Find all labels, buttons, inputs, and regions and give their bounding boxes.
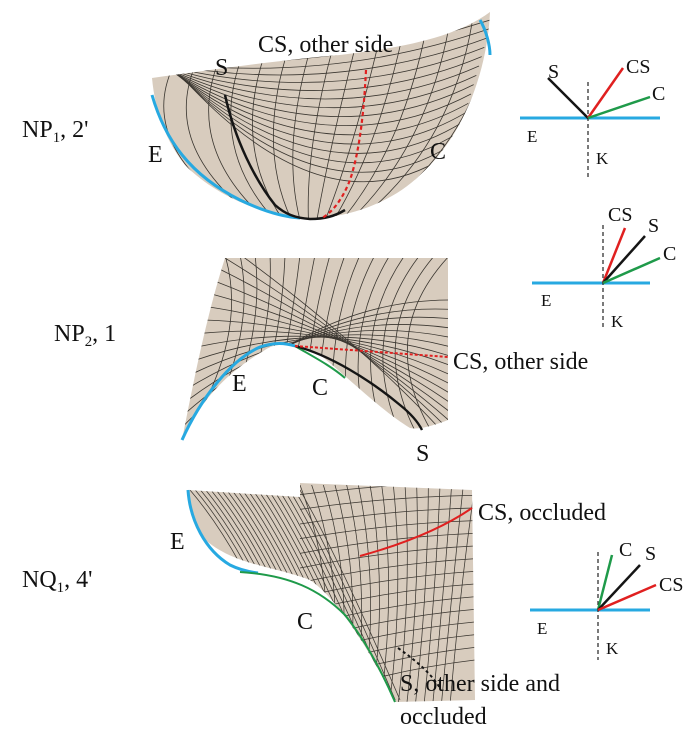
panel-3-label-s-line2: occluded [400, 704, 487, 730]
mesh-line [165, 67, 474, 117]
edge-curve-2 [180, 342, 296, 441]
cs-curve-2 [294, 345, 449, 358]
panel-3-label-s-line1: S, other side and [400, 671, 560, 697]
legend-2-s: S [648, 215, 660, 237]
legend-3-c: C [619, 539, 633, 561]
mesh-line [157, 46, 485, 83]
surface-3-fill [188, 483, 475, 702]
panel-2-surface [180, 258, 449, 441]
mesh-line [179, 74, 456, 183]
mesh-line [167, 68, 472, 127]
panel-1-label-e: E [148, 142, 163, 168]
edge-curve-3 [186, 489, 259, 575]
legend-2-cs: CS [608, 204, 633, 226]
mesh-line [397, 484, 408, 702]
panel-2-label-cs: CS, other side [453, 349, 589, 375]
panel-1-label-s: S [215, 55, 229, 81]
panel-2-label: NP2, 1 [54, 321, 117, 351]
mesh-line [299, 494, 475, 510]
mesh-line [217, 258, 448, 431]
mesh-line [315, 39, 358, 219]
mesh-line [163, 66, 477, 109]
cs-curve-3 [359, 507, 473, 557]
mesh-line [203, 319, 448, 385]
panel-3-label-c: C [297, 609, 314, 635]
panel-3-label-e: E [170, 529, 185, 555]
mesh-line [394, 258, 436, 440]
mesh-line [407, 258, 448, 440]
mesh-line [432, 484, 453, 702]
cs-curve-1 [321, 69, 368, 219]
mesh-line [345, 26, 450, 219]
s-curve-1 [223, 94, 346, 221]
mesh-line [273, 49, 295, 219]
s-curve-3 [397, 647, 441, 689]
panel-3-label: NQ1, 4' [22, 567, 93, 597]
mesh-line [206, 306, 448, 394]
legend-1-cs: CS [626, 56, 651, 78]
panel-1-label: NP1, 2' [22, 117, 89, 147]
edge-curve-1b [478, 19, 492, 56]
mesh-line [330, 33, 404, 219]
mesh-line [211, 279, 448, 413]
mesh-line [173, 71, 464, 154]
s-curve-2 [294, 344, 424, 431]
legend-2-e: E [541, 291, 552, 310]
mesh-line [161, 65, 480, 100]
legend-3-s: S [645, 543, 657, 565]
mesh-line [322, 36, 381, 219]
mesh-line [214, 266, 448, 422]
legend-3-cs: CS [659, 574, 684, 596]
legend-fan-1 [520, 67, 660, 180]
legend-3-k: K [606, 639, 619, 658]
mesh-line [337, 29, 427, 219]
legend-2-c: C [663, 243, 677, 265]
legend-fan-2 [532, 225, 661, 330]
panel-3-label-cs: CS, occluded [478, 500, 606, 526]
mesh-line [252, 53, 287, 219]
legend-1-s: S [548, 61, 560, 83]
mesh-line [299, 507, 475, 525]
mesh-line [440, 484, 464, 702]
mesh-line [300, 470, 475, 480]
panel-1-label-c: C [430, 139, 447, 165]
panel-2-label-c: C [312, 375, 329, 401]
panel-1-label-cs: CS, other side [258, 32, 394, 58]
mesh-line [299, 545, 475, 569]
mesh-line [299, 558, 475, 584]
surface-1-fill [152, 12, 490, 219]
mesh-line [414, 484, 429, 702]
mesh-line [299, 532, 475, 554]
mesh-line [209, 292, 448, 403]
panel-3-surface [186, 470, 475, 703]
mesh-line [406, 484, 418, 702]
legend-2-k: K [611, 312, 624, 331]
mesh-line [175, 72, 461, 164]
mesh-line [449, 484, 475, 702]
mesh-line [171, 70, 466, 145]
panel-2-label-s: S [416, 441, 430, 467]
legend-1-k: K [596, 149, 609, 168]
legend-3-e: E [537, 619, 548, 638]
mesh-line [219, 258, 448, 440]
mesh-line [169, 69, 469, 136]
contour-curve-3 [239, 571, 396, 703]
surface-2-fill [182, 258, 448, 440]
mesh-line [307, 43, 335, 219]
legend-1-e: E [527, 127, 538, 146]
edge-curve-1 [150, 94, 301, 220]
mesh-line [299, 520, 475, 540]
panel-2-label-e: E [232, 371, 247, 397]
legend-fan-3 [530, 552, 657, 660]
panel-1-surface [150, 12, 492, 221]
legend-1-c: C [652, 83, 666, 105]
mesh-line [177, 73, 458, 173]
mesh-line [423, 484, 441, 702]
mesh-line [159, 56, 482, 91]
